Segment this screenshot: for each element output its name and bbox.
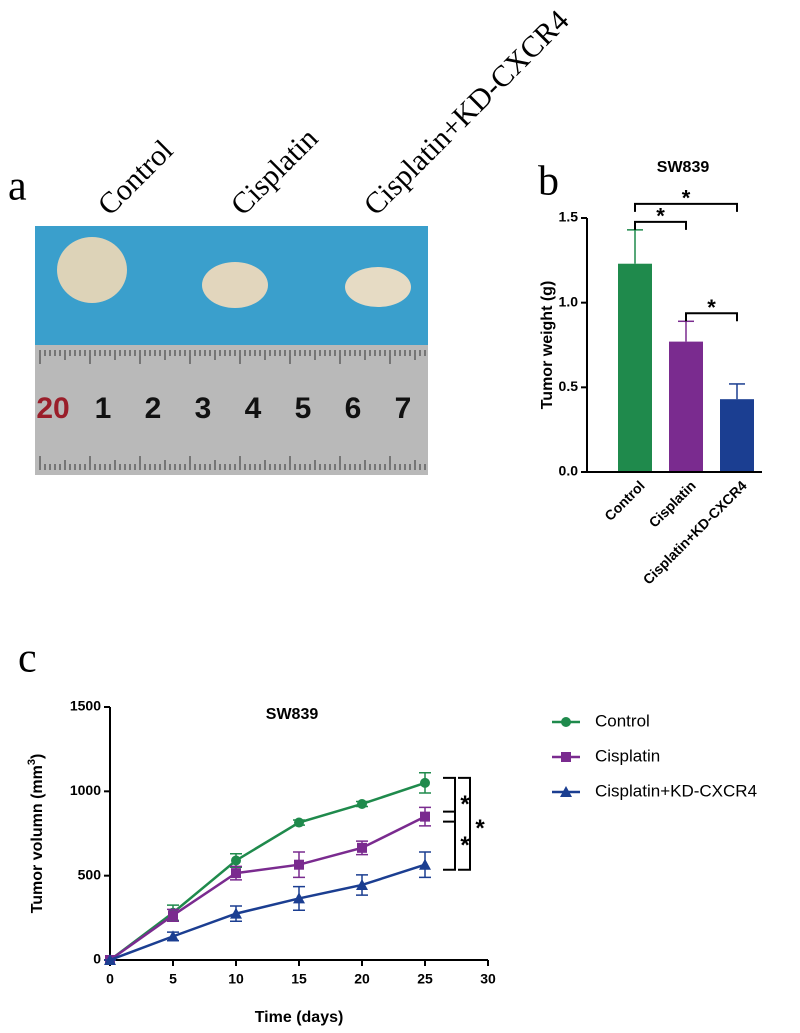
legend-label: Cisplatin (595, 746, 660, 765)
y-tick-label: 0.5 (559, 378, 579, 394)
marker (104, 954, 116, 965)
ruler-number: 2 (145, 392, 162, 425)
bar (618, 263, 652, 472)
bar (720, 399, 754, 472)
chart-title: SW839 (266, 706, 319, 723)
x-tick-label: Cisplatin (646, 477, 699, 530)
significance-bracket (634, 202, 738, 212)
ruler-number: 7 (395, 392, 412, 425)
marker (420, 777, 430, 788)
ruler-number: 6 (345, 392, 362, 425)
significance-label: * (707, 295, 716, 320)
panel-label: a (8, 164, 27, 210)
marker (356, 878, 368, 890)
column-label: Control (91, 134, 179, 222)
legend-label: Cisplatin+KD-CXCR4 (595, 781, 757, 800)
marker (293, 892, 305, 904)
x-tick-label: 30 (480, 971, 496, 987)
x-tick-label: 10 (228, 971, 244, 987)
marker (294, 859, 304, 870)
significance-label: * (460, 832, 470, 859)
y-tick-label: 1000 (70, 782, 101, 798)
x-tick-label: 0 (106, 971, 114, 987)
tumor (57, 237, 127, 303)
y-axis-label: Tumor weight (g) (539, 281, 556, 410)
x-tick-label: 5 (169, 971, 177, 987)
series-line (109, 781, 426, 962)
significance-label: * (460, 791, 470, 818)
y-tick-label: 500 (78, 866, 102, 882)
significance-bracket (634, 220, 687, 230)
ruler-number: 20 (36, 392, 69, 425)
y-tick-label: 0 (93, 951, 101, 967)
x-tick-label: 20 (354, 971, 370, 987)
significance-label: * (682, 186, 691, 211)
x-tick-label: Control (601, 477, 648, 524)
marker (561, 717, 571, 727)
y-tick-label: 1.5 (559, 209, 579, 225)
marker (230, 907, 242, 919)
panel-label: b (538, 159, 559, 205)
marker (231, 855, 241, 866)
ruler-number: 4 (245, 392, 262, 425)
tumor (345, 267, 411, 307)
y-tick-label: 1500 (70, 698, 101, 714)
y-axis-label-superscript: 3 (26, 759, 38, 765)
x-tick-label: Cisplatin+KD-CXCR4 (640, 477, 750, 587)
bar (669, 341, 703, 472)
marker (231, 868, 241, 879)
series-line (109, 863, 426, 962)
y-axis-label-text: Tumor volumn (mm (29, 765, 46, 913)
x-tick-label: 25 (417, 971, 433, 987)
marker (419, 858, 431, 870)
marker (357, 842, 367, 853)
photo (35, 226, 428, 475)
ruler (35, 345, 428, 475)
panel-label: c (18, 636, 37, 682)
axis (586, 218, 762, 473)
marker (168, 910, 178, 921)
marker (420, 811, 430, 822)
ruler-number: 3 (195, 392, 212, 425)
x-axis-label: Time (days) (255, 1009, 344, 1026)
marker (560, 786, 572, 797)
significance-bracket (443, 810, 456, 871)
legend-label: Control (595, 711, 650, 730)
column-label: Cisplatin (224, 122, 324, 222)
ruler-number: 1 (95, 392, 112, 425)
significance-label: * (656, 204, 665, 229)
chart-title: SW839 (657, 159, 710, 176)
y-axis-label-end: ) (29, 754, 46, 759)
marker (561, 752, 571, 762)
significance-bracket (443, 776, 456, 823)
y-axis-label: Tumor volumn (mm3) (26, 754, 46, 914)
marker (167, 930, 179, 942)
significance-bracket (685, 312, 738, 322)
y-tick-label: 1.0 (559, 293, 579, 309)
axis (109, 707, 488, 961)
significance-bracket (458, 776, 471, 871)
x-tick-label: 15 (291, 971, 307, 987)
y-tick-label: 0.0 (559, 463, 579, 479)
significance-label: * (475, 815, 485, 842)
series-line (109, 815, 426, 962)
tumor (202, 262, 268, 308)
marker (357, 798, 367, 809)
ruler-number: 5 (295, 392, 312, 425)
marker (294, 817, 304, 828)
